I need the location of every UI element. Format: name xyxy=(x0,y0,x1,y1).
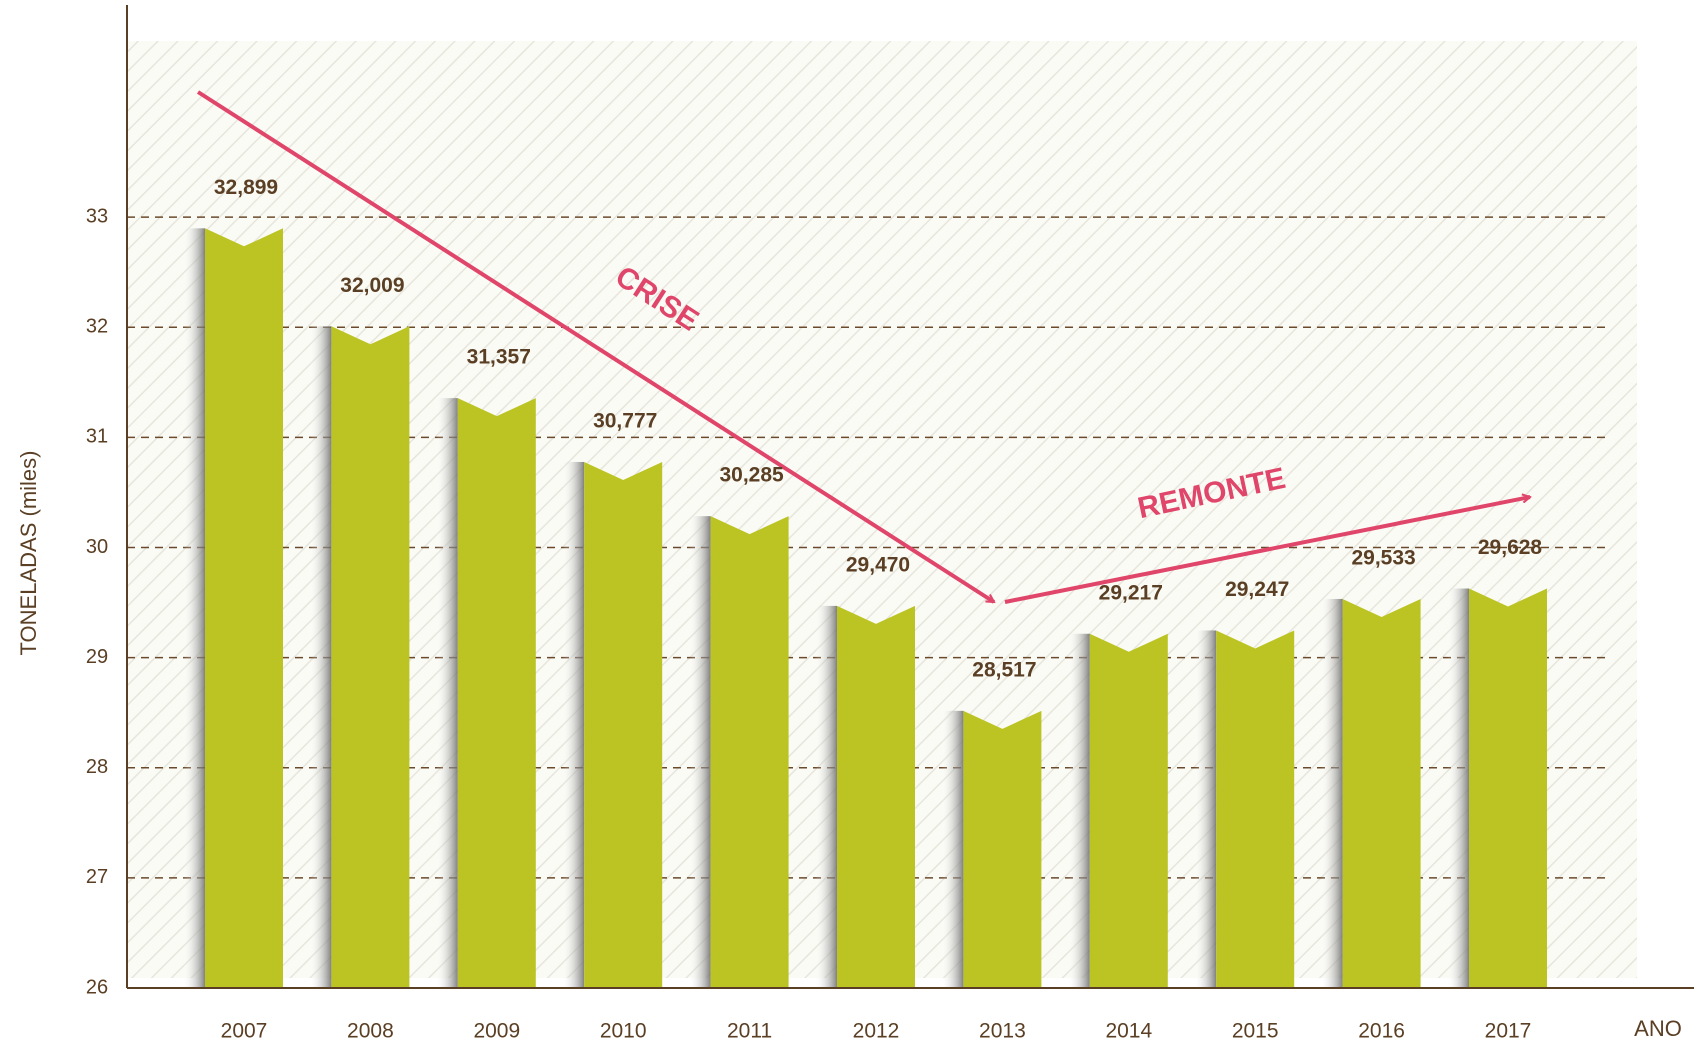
bar-shadow xyxy=(183,228,205,988)
x-tick-label: 2007 xyxy=(221,1020,268,1043)
bar-shadow xyxy=(1067,633,1090,988)
x-tick-label: 2017 xyxy=(1485,1020,1532,1043)
x-axis-label: ANO xyxy=(1634,1016,1682,1041)
bar xyxy=(1216,630,1295,988)
bar xyxy=(963,710,1042,988)
bar-shadow xyxy=(1194,630,1217,988)
y-tick-label: 28 xyxy=(86,756,108,778)
y-tick-label: 27 xyxy=(86,866,108,888)
value-label: 28,517 xyxy=(972,658,1036,681)
y-tick-label: 32 xyxy=(86,316,108,338)
bar-shadow xyxy=(435,398,458,989)
value-label: 32,899 xyxy=(214,176,278,199)
value-label: 31,357 xyxy=(467,346,531,369)
value-label: 30,285 xyxy=(719,464,784,487)
x-tick-label: 2015 xyxy=(1232,1020,1279,1043)
value-label: 29,247 xyxy=(1225,578,1289,601)
bar xyxy=(710,516,789,988)
y-tick-label: 33 xyxy=(86,205,108,227)
y-tick-label: 30 xyxy=(86,536,108,558)
value-label: 32,009 xyxy=(340,274,404,297)
x-tick-label: 2011 xyxy=(727,1020,772,1043)
x-tick-label: 2012 xyxy=(853,1020,900,1043)
bar-shadow xyxy=(941,710,964,988)
value-label: 29,217 xyxy=(1099,581,1163,604)
x-tick-label: 2009 xyxy=(473,1020,520,1043)
bar-shadow xyxy=(1320,598,1343,988)
y-tick-label: 31 xyxy=(86,426,108,448)
value-label: 30,777 xyxy=(593,410,657,433)
x-tick-label: 2016 xyxy=(1358,1020,1405,1043)
bar xyxy=(584,461,663,988)
bar-shadow xyxy=(688,516,711,988)
x-tick-label: 2008 xyxy=(347,1020,394,1043)
x-tick-label: 2014 xyxy=(1105,1020,1152,1043)
remonte-arrow xyxy=(1004,497,1530,604)
y-tick-label: 26 xyxy=(86,976,108,998)
bar-shadow xyxy=(1447,588,1469,988)
x-tick-label: 2010 xyxy=(600,1020,647,1043)
crise-arrow xyxy=(196,90,994,604)
bar xyxy=(1089,633,1168,988)
y-axis-label: TONELADAS (miles) xyxy=(16,451,41,656)
value-label: 29,470 xyxy=(846,553,910,576)
bar-shadow xyxy=(562,461,585,988)
bar xyxy=(331,326,410,988)
x-tick-label: 2013 xyxy=(979,1020,1026,1043)
bar xyxy=(837,605,915,988)
bar-shadow xyxy=(309,326,332,988)
value-label: 29,628 xyxy=(1478,536,1543,559)
bar xyxy=(205,228,283,988)
bar xyxy=(1342,598,1421,988)
bar xyxy=(457,398,536,989)
value-label: 29,533 xyxy=(1351,547,1415,570)
y-tick-label: 29 xyxy=(86,646,108,668)
bar-shadow xyxy=(815,605,837,988)
bar xyxy=(1469,588,1547,988)
